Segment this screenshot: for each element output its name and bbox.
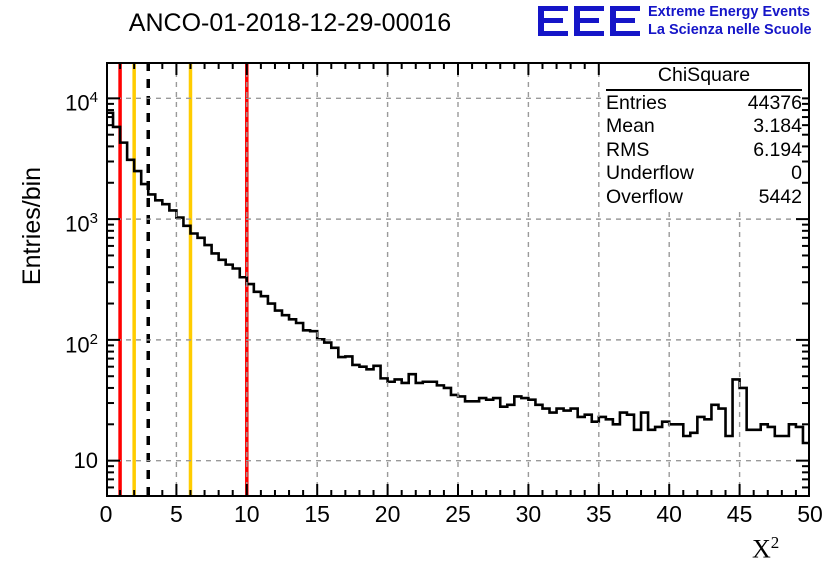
y-tick-exponent: 4	[89, 89, 98, 107]
stats-row-value: 44376	[747, 91, 802, 114]
stats-row-key: RMS	[606, 138, 650, 161]
stats-row-key: Entries	[606, 91, 667, 114]
y-tick-label: 10	[2, 447, 98, 473]
stats-row: Mean 3.184	[606, 115, 802, 139]
eee-logo-line1: Extreme Energy Events	[648, 4, 810, 20]
x-tick-label: 5	[169, 501, 183, 527]
stats-row: Overflow 5442	[606, 186, 802, 210]
y-tick-label: 104	[2, 87, 98, 114]
stats-header: ChiSquare	[657, 64, 751, 86]
y-tick-mantissa: 10	[65, 90, 90, 116]
eee-logo-line2: La Scienza nelle Scuole	[648, 22, 812, 38]
x-tick-label: 40	[656, 501, 682, 527]
y-tick-mantissa: 10	[65, 332, 90, 358]
y-tick-mantissa: 10	[73, 447, 98, 473]
stats-row-value: 3.184	[753, 115, 802, 137]
x-tick-label: 30	[515, 501, 542, 527]
stats-row-value: 0	[791, 162, 802, 184]
eee-logo: Extreme Energy Events La Scienza nelle S…	[538, 2, 834, 40]
y-tick-mantissa: 10	[65, 211, 90, 237]
stats-rows: Entries 44376 Mean 3.184 RMS 6.194 Underflow 0 O…	[606, 92, 802, 210]
stats-row-key: Underflow	[606, 162, 694, 184]
x-tick-label: 20	[374, 501, 401, 527]
x-tick-label: 0	[99, 501, 113, 527]
statistics-box: ChiSquare Entries 44376 Mean 3.184 RMS 6.194 U…	[606, 64, 802, 209]
x-axis-title-text: X	[752, 534, 771, 564]
x-tick-label: 35	[586, 501, 612, 527]
x-tick-label: 50	[797, 501, 823, 527]
x-axis-title: X2	[752, 528, 779, 565]
x-axis-title-exponent: 2	[770, 533, 780, 552]
stats-row: Underflow 0	[606, 162, 802, 186]
x-tick-label: 10	[234, 501, 260, 527]
stats-row: Entries 44376	[606, 92, 802, 116]
stats-row-key: Overflow	[606, 185, 683, 208]
stats-row: RMS 6.194	[606, 139, 802, 163]
eee-logo-icon	[538, 6, 640, 36]
eee-logo-text: Extreme Energy Events La Scienza nelle S…	[648, 3, 836, 41]
y-tick-label: 102	[2, 329, 98, 356]
y-tick-exponent: 3	[89, 210, 98, 228]
histogram-step-line	[106, 111, 810, 445]
x-tick-label: 45	[726, 501, 753, 527]
stats-row-value: 5442	[758, 185, 802, 208]
stats-row-key: Mean	[606, 115, 655, 137]
stats-row-value: 6.194	[753, 138, 802, 161]
x-tick-label: 25	[445, 501, 471, 527]
y-tick-exponent: 2	[89, 330, 98, 348]
page-title: ANCO-01-2018-12-29-00016	[128, 9, 452, 37]
x-tick-label: 15	[304, 501, 330, 527]
stats-divider	[606, 88, 802, 91]
plot-border	[106, 62, 810, 497]
y-tick-label: 103	[2, 208, 98, 235]
